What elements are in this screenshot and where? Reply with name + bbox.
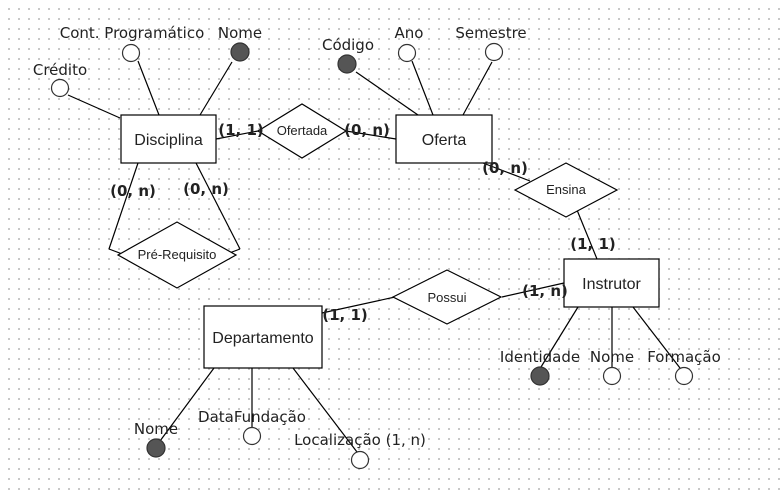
cardinality-prereq-left: (0, n)	[110, 182, 156, 200]
attribute-formacao-circle[interactable]	[674, 366, 694, 386]
attribute-departamento-nome-label: Nome	[134, 420, 178, 438]
relationship-pre-requisito[interactable]: Pré-Requisito	[116, 221, 238, 289]
attribute-conteudo-label: Cont. Programático	[60, 24, 205, 42]
entity-disciplina[interactable]: Disciplina	[120, 114, 217, 164]
attribute-disciplina-nome-label: Nome	[218, 24, 262, 42]
line-departamento-possui	[321, 296, 396, 314]
line-credito	[67, 94, 121, 119]
attribute-formacao-label: Formação	[647, 348, 721, 366]
attribute-circles	[50, 42, 694, 470]
cardinality-possui-departamento: (1, 1)	[322, 306, 368, 324]
line-ensina-instrutor	[576, 209, 598, 260]
line-prereq-right-top	[195, 162, 241, 250]
attribute-codigo-key-circle[interactable]	[337, 54, 357, 74]
line-oferta-ensina	[482, 162, 531, 182]
attribute-semestre-circle[interactable]	[484, 42, 504, 62]
cardinality-disciplina-ofertada: (1, 1)	[218, 121, 264, 139]
attribute-codigo-label: Código	[322, 36, 374, 54]
entity-instrutor[interactable]: Instrutor	[563, 258, 660, 308]
relationship-ofertada-label: Ofertada	[277, 123, 328, 138]
relationship-possui-label: Possui	[427, 290, 466, 305]
attribute-ano-circle[interactable]	[397, 43, 417, 63]
attribute-conteudo-circle[interactable]	[121, 43, 141, 63]
attribute-datafundacao-circle[interactable]	[242, 426, 262, 446]
entity-departamento[interactable]: Departamento	[203, 305, 323, 369]
cardinality-ensina-instrutor: (1, 1)	[570, 235, 616, 253]
line-prereq-left-top	[108, 162, 139, 250]
attribute-credito-circle[interactable]	[50, 78, 70, 98]
relationship-pre-requisito-label: Pré-Requisito	[138, 247, 217, 262]
line-conteudo	[137, 60, 160, 116]
line-departamento-nome	[159, 367, 215, 442]
line-ano	[411, 60, 434, 116]
attribute-instrutor-nome-label: Nome	[590, 348, 634, 366]
attribute-semestre-label: Semestre	[455, 24, 526, 42]
entity-departamento-label: Departamento	[212, 330, 313, 347]
entity-oferta[interactable]: Oferta	[395, 114, 493, 164]
line-semestre	[462, 61, 493, 116]
attribute-ano-label: Ano	[395, 24, 424, 42]
entity-oferta-label: Oferta	[422, 132, 467, 149]
attribute-instrutor-nome-circle[interactable]	[602, 366, 622, 386]
line-disciplina-nome	[199, 61, 233, 116]
attribute-credito-label: Crédito	[33, 61, 87, 79]
relationship-ensina[interactable]: Ensina	[513, 162, 619, 218]
line-disciplina-ofertada	[215, 130, 259, 140]
relationship-ofertada[interactable]: Ofertada	[256, 103, 348, 159]
attribute-identidade-key-circle[interactable]	[530, 366, 550, 386]
attribute-disciplina-nome-key-circle[interactable]	[230, 42, 250, 62]
cardinality-labels: (1, 1) (0, n) (0, n) (1, 1) (0, n) (0, n…	[110, 121, 616, 324]
attribute-departamento-nome-key-circle[interactable]	[146, 438, 166, 458]
entity-disciplina-label: Disciplina	[134, 132, 203, 149]
line-formacao	[632, 306, 681, 369]
cardinality-oferta-ensina: (0, n)	[482, 159, 528, 177]
line-codigo	[355, 71, 419, 116]
attribute-identidade-label: Identidade	[500, 348, 580, 366]
cardinality-prereq-right: (0, n)	[183, 180, 229, 198]
relationship-possui[interactable]: Possui	[391, 269, 503, 325]
attribute-datafundacao-label: DataFundação	[198, 408, 306, 426]
entity-instrutor-label: Instrutor	[582, 276, 641, 293]
cardinality-ofertada-oferta: (0, n)	[344, 121, 390, 139]
relationship-ensina-label: Ensina	[546, 182, 587, 197]
attribute-labels: Crédito Cont. Programático Nome Código A…	[33, 24, 721, 449]
line-ofertada-oferta	[345, 130, 397, 140]
cardinality-possui-instrutor: (1, n)	[522, 282, 568, 300]
line-localizacao	[292, 367, 358, 453]
line-possui-instrutor	[501, 282, 565, 298]
attribute-localizacao-circle[interactable]	[350, 450, 370, 470]
attribute-localizacao-label: Localização (1, n)	[294, 431, 426, 449]
line-identidade	[540, 306, 579, 368]
